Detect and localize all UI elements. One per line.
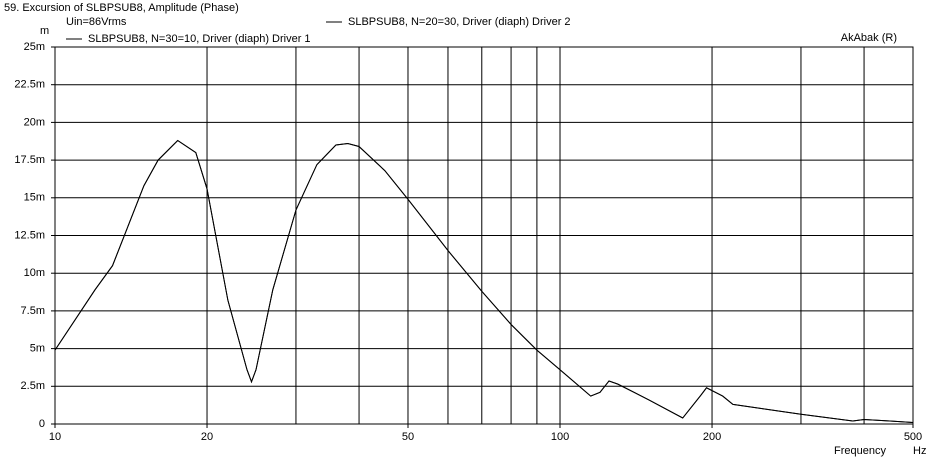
y-tick-label: 17.5m	[14, 154, 45, 166]
x-tick-label: 50	[402, 431, 414, 443]
x-tick-label: 500	[904, 431, 922, 443]
y-tick-label: 20m	[24, 116, 45, 128]
y-tick-label: 0	[39, 418, 45, 430]
y-tick-label: 5m	[30, 343, 45, 355]
annotation: AkAbak (R)	[841, 32, 897, 44]
subtitle: Uin=86Vrms	[66, 16, 127, 28]
y-axis-label: m	[40, 25, 49, 37]
series-line	[54, 139, 914, 423]
y-tick-label: 7.5m	[21, 305, 45, 317]
x-tick-label: 10	[49, 431, 61, 443]
x-unit: Hz	[913, 445, 926, 457]
y-tick-label: 12.5m	[14, 229, 45, 241]
x-axis-label: Frequency	[834, 445, 886, 457]
x-tick-label: 200	[703, 431, 721, 443]
legend-label: SLBPSUB8, N=20=30, Driver (diaph) Driver…	[348, 16, 571, 28]
y-tick-label: 10m	[24, 267, 45, 279]
x-tick-label: 20	[201, 431, 213, 443]
x-tick-label: 100	[551, 431, 569, 443]
series-line	[54, 139, 914, 423]
y-tick-label: 22.5m	[14, 79, 45, 91]
y-tick-label: 25m	[24, 41, 45, 53]
legend-label: SLBPSUB8, N=30=10, Driver (diaph) Driver…	[88, 33, 311, 45]
chart-title: 59. Excursion of SLBPSUB8, Amplitude (Ph…	[4, 2, 239, 14]
y-tick-label: 2.5m	[21, 380, 45, 392]
y-tick-label: 15m	[24, 192, 45, 204]
